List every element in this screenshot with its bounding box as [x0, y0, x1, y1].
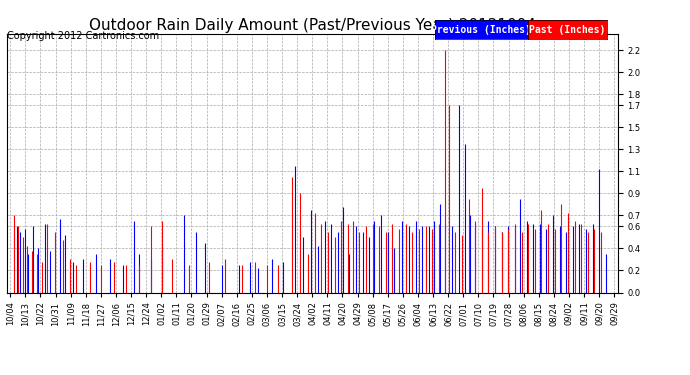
Text: Past (Inches): Past (Inches): [529, 25, 606, 34]
Text: Copyright 2012 Cartronics.com: Copyright 2012 Cartronics.com: [7, 32, 159, 41]
Text: Previous (Inches): Previous (Inches): [431, 25, 531, 34]
Title: Outdoor Rain Daily Amount (Past/Previous Year) 20121004: Outdoor Rain Daily Amount (Past/Previous…: [89, 18, 535, 33]
